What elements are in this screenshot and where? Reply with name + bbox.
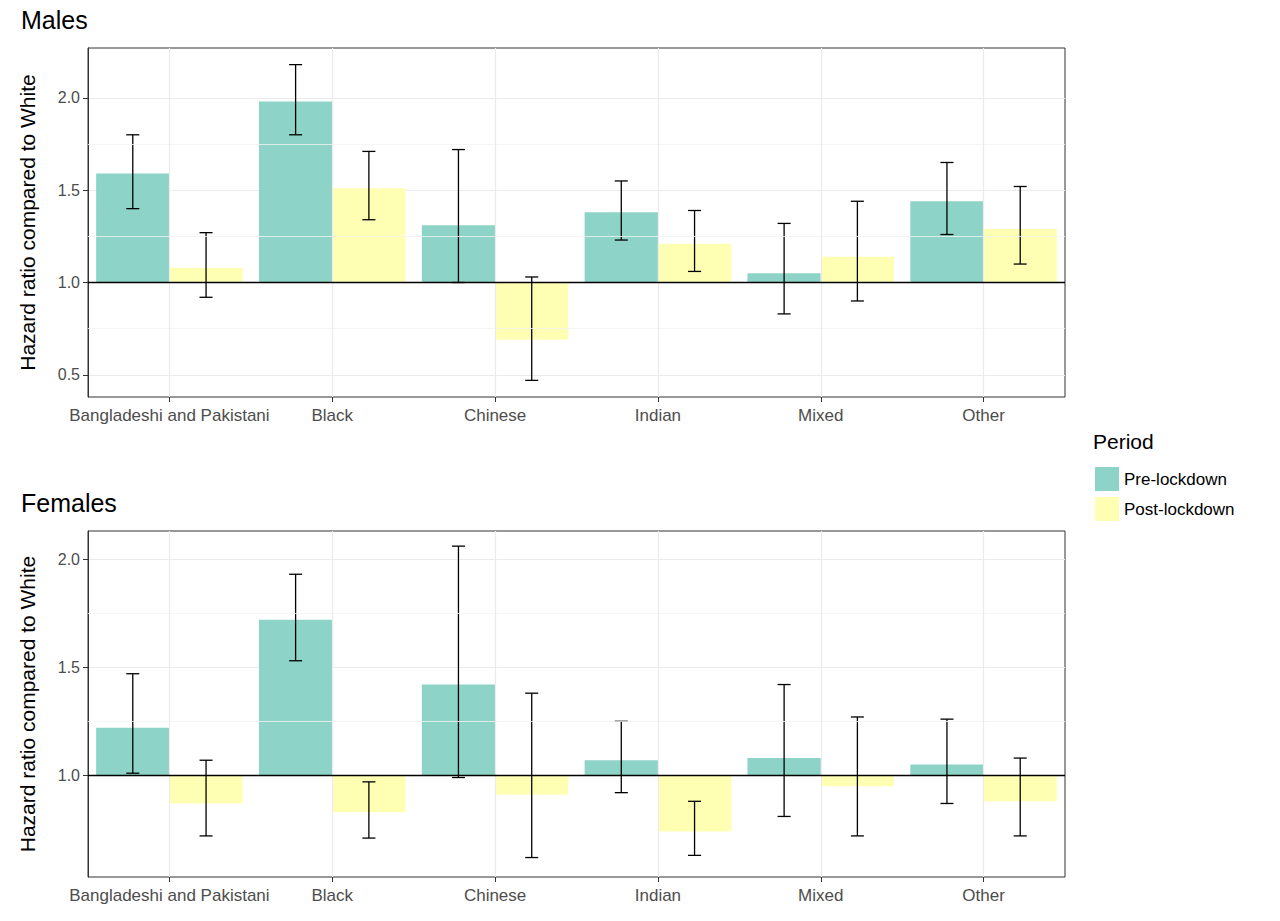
- svg-text:2.0: 2.0: [58, 551, 80, 568]
- svg-text:Other: Other: [962, 406, 1005, 425]
- svg-text:Other: Other: [962, 886, 1005, 905]
- svg-text:Bangladeshi and Pakistani: Bangladeshi and Pakistani: [69, 886, 269, 905]
- svg-text:Females: Females: [21, 489, 117, 517]
- svg-text:Black: Black: [311, 886, 353, 905]
- svg-text:Pre-lockdown: Pre-lockdown: [1124, 470, 1227, 489]
- svg-text:1.0: 1.0: [58, 274, 80, 291]
- svg-text:Mixed: Mixed: [798, 886, 843, 905]
- svg-text:Chinese: Chinese: [464, 406, 526, 425]
- svg-text:Mixed: Mixed: [798, 406, 843, 425]
- svg-text:Hazard ratio compared to White: Hazard ratio compared to White: [16, 556, 39, 852]
- svg-text:Bangladeshi and Pakistani: Bangladeshi and Pakistani: [69, 406, 269, 425]
- svg-text:Males: Males: [21, 6, 88, 34]
- svg-text:Chinese: Chinese: [464, 886, 526, 905]
- svg-text:Black: Black: [311, 406, 353, 425]
- svg-text:Period: Period: [1093, 430, 1154, 453]
- svg-text:Post-lockdown: Post-lockdown: [1124, 500, 1235, 519]
- svg-text:Hazard ratio compared to White: Hazard ratio compared to White: [16, 74, 39, 370]
- svg-text:Indian: Indian: [635, 406, 681, 425]
- svg-text:Indian: Indian: [635, 886, 681, 905]
- svg-text:1.0: 1.0: [58, 767, 80, 784]
- svg-text:1.5: 1.5: [58, 182, 80, 199]
- svg-text:2.0: 2.0: [58, 89, 80, 106]
- svg-text:0.5: 0.5: [58, 366, 80, 383]
- svg-text:1.5: 1.5: [58, 659, 80, 676]
